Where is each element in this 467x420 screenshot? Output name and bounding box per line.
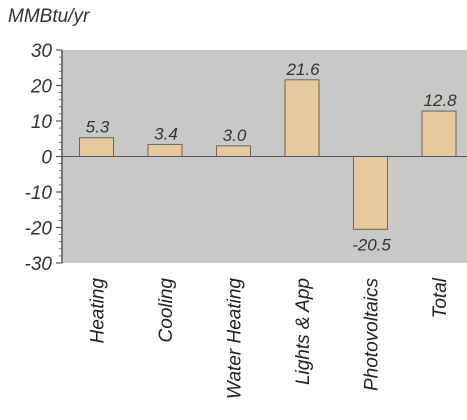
bar-lights-app — [284, 79, 320, 157]
category-label: Heating — [88, 278, 109, 344]
bar-photovoltaics — [353, 156, 388, 230]
bar-cooling — [147, 143, 183, 157]
category-labels: Heating Cooling Water Heating Lights & App P… — [88, 277, 452, 399]
bar-heating — [79, 137, 114, 157]
category-label: Water Heating — [225, 278, 246, 400]
value-label: 3.0 — [223, 126, 247, 145]
category-label: Lights & App — [293, 278, 314, 385]
y-tick-label: -30 — [25, 254, 53, 275]
bars-group — [79, 79, 457, 230]
value-label: -20.5 — [352, 235, 391, 254]
bar-total — [421, 110, 457, 157]
category-label: Cooling — [156, 278, 177, 343]
y-axis-unit-label: MMBtu/yr — [8, 6, 90, 27]
category-label: Photovoltaics — [362, 278, 383, 392]
bar-water-heating — [216, 145, 251, 158]
y-axis-ticks: 30 20 10 0 -10 -20 -30 — [25, 41, 62, 275]
y-tick-label: 20 — [30, 77, 53, 98]
value-labels: 5.3 3.4 3.0 21.6 -20.5 12.8 — [86, 60, 457, 254]
value-label: 3.4 — [154, 124, 178, 143]
y-tick-label: -20 — [25, 219, 53, 240]
y-tick-label: 30 — [31, 41, 53, 62]
y-tick-label: 10 — [31, 112, 53, 133]
category-label: Total — [430, 277, 451, 318]
y-tick-label: -10 — [25, 183, 53, 204]
value-label: 5.3 — [86, 118, 110, 137]
value-label: 21.6 — [285, 60, 320, 79]
y-tick-label: 0 — [41, 148, 52, 169]
value-label: 12.8 — [423, 91, 457, 110]
